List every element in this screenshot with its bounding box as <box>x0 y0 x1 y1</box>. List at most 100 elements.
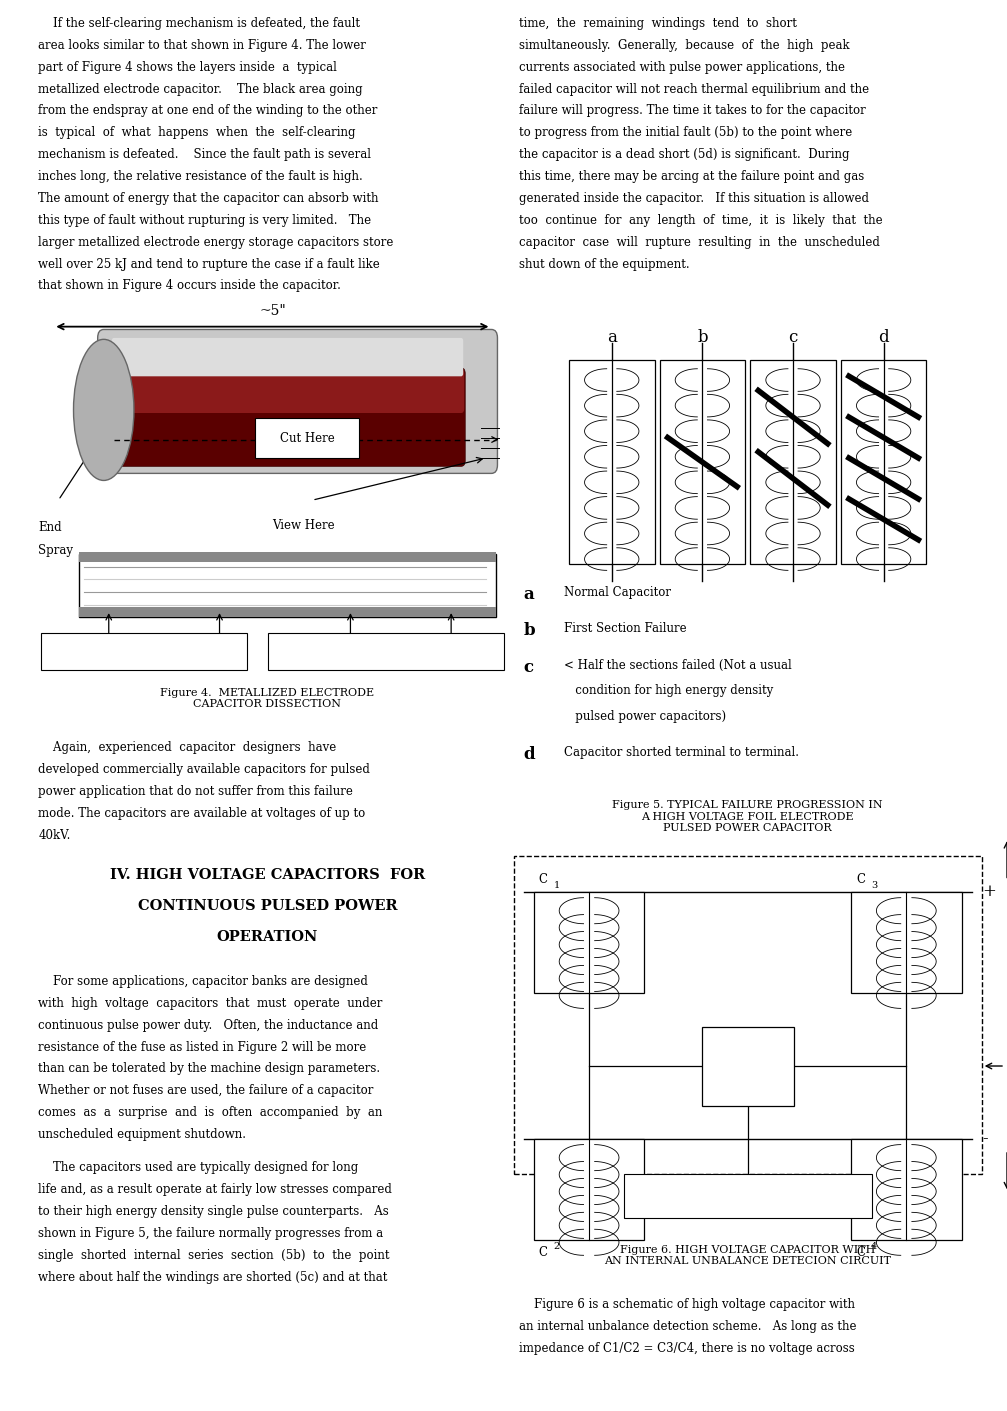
Text: C: C <box>856 1246 865 1259</box>
Text: CONTINUOUS PULSED POWER: CONTINUOUS PULSED POWER <box>138 899 397 913</box>
Text: this type of fault without rupturing is very limited.   The: this type of fault without rupturing is … <box>38 213 372 227</box>
Bar <box>79 607 496 617</box>
FancyBboxPatch shape <box>98 329 497 473</box>
Text: unscheduled equipment shutdown.: unscheduled equipment shutdown. <box>38 1127 247 1141</box>
Text: continuous pulse power duty.   Often, the inductance and: continuous pulse power duty. Often, the … <box>38 1019 379 1031</box>
Text: First Section Failure: First Section Failure <box>564 622 687 635</box>
Text: C: C <box>856 873 865 886</box>
Bar <box>750 360 836 564</box>
FancyBboxPatch shape <box>112 337 463 377</box>
Text: IV. HIGH VOLTAGE CAPACITORS  FOR: IV. HIGH VOLTAGE CAPACITORS FOR <box>110 868 425 882</box>
Text: area looks similar to that shown in Figure 4. The lower: area looks similar to that shown in Figu… <box>38 38 367 52</box>
Text: developed commercially available capacitors for pulsed: developed commercially available capacit… <box>38 763 371 776</box>
FancyBboxPatch shape <box>41 632 247 669</box>
Text: shut down of the equipment.: shut down of the equipment. <box>519 257 689 271</box>
Text: Figure 6 is a schematic of high voltage capacitor with: Figure 6 is a schematic of high voltage … <box>519 1298 855 1311</box>
Bar <box>534 892 644 993</box>
Text: failure will progress. The time it takes to for the capacitor: failure will progress. The time it takes… <box>519 104 865 117</box>
Bar <box>841 360 926 564</box>
Text: Figure 4.  METALLIZED ELECTRODE
CAPACITOR DISSECTION: Figure 4. METALLIZED ELECTRODE CAPACITOR… <box>160 687 375 710</box>
Text: life and, as a result operate at fairly low stresses compared: life and, as a result operate at fairly … <box>38 1182 392 1197</box>
Text: well over 25 kJ and tend to rupture the case if a fault like: well over 25 kJ and tend to rupture the … <box>38 257 380 271</box>
Text: where about half the windings are shorted (5c) and at that: where about half the windings are shorte… <box>38 1270 388 1284</box>
Text: End: End <box>38 521 61 535</box>
Text: Figure 6. HIGH VOLTAGE CAPACITOR WITH
AN INTERNAL UNBALANCE DETECION CIRCUIT: Figure 6. HIGH VOLTAGE CAPACITOR WITH AN… <box>604 1245 891 1266</box>
Text: part of Figure 4 shows the layers inside  a  typical: part of Figure 4 shows the layers inside… <box>38 61 337 73</box>
Text: time,  the  remaining  windings  tend  to  short: time, the remaining windings tend to sho… <box>519 17 797 30</box>
Text: 1: 1 <box>554 882 560 890</box>
Text: metallized electrode capacitor.    The black area going: metallized electrode capacitor. The blac… <box>38 82 363 96</box>
Text: with  high  voltage  capacitors  that  must  operate  under: with high voltage capacitors that must o… <box>38 996 383 1010</box>
Text: OPERATION: OPERATION <box>217 930 318 944</box>
Text: power application that do not suffer from this failure: power application that do not suffer fro… <box>38 785 353 799</box>
Text: b: b <box>697 329 708 346</box>
Text: For some applications, capacitor banks are designed: For some applications, capacitor banks a… <box>38 975 369 988</box>
Text: currents associated with pulse power applications, the: currents associated with pulse power app… <box>519 61 845 73</box>
Text: C: C <box>539 873 548 886</box>
Text: Again,  experienced  capacitor  designers  have: Again, experienced capacitor designers h… <box>38 741 336 755</box>
Text: -: - <box>982 1130 988 1147</box>
Text: single  shorted  internal  series  section  (5b)  to  the  point: single shorted internal series section (… <box>38 1249 390 1261</box>
Text: shown in Figure 5, the failure normally progresses from a: shown in Figure 5, the failure normally … <box>38 1226 384 1240</box>
Text: b: b <box>524 622 536 639</box>
Text: a: a <box>607 329 616 346</box>
Bar <box>534 1139 644 1240</box>
Text: an internal unbalance detection scheme.   As long as the: an internal unbalance detection scheme. … <box>519 1319 856 1333</box>
Text: C: C <box>539 1246 548 1259</box>
Text: to progress from the initial fault (5b) to the point where: to progress from the initial fault (5b) … <box>519 126 852 140</box>
Text: The capacitors used are typically designed for long: The capacitors used are typically design… <box>38 1161 358 1174</box>
Text: Normal Capacitor: Normal Capacitor <box>564 586 671 598</box>
Text: too  continue  for  any  length  of  time,  it  is  likely  that  the: too continue for any length of time, it … <box>519 213 882 227</box>
Text: mode. The capacitors are available at voltages of up to: mode. The capacitors are available at vo… <box>38 807 366 820</box>
FancyBboxPatch shape <box>255 418 359 457</box>
Bar <box>79 552 496 562</box>
FancyBboxPatch shape <box>268 632 504 669</box>
Bar <box>79 553 496 617</box>
Text: pulsed power capacitors): pulsed power capacitors) <box>564 710 726 722</box>
Text: +: + <box>982 883 996 900</box>
Text: Figure 5. TYPICAL FAILURE PROGRESSION IN
A HIGH VOLTAGE FOIL ELECTRODE
PULSED PO: Figure 5. TYPICAL FAILURE PROGRESSION IN… <box>612 800 883 834</box>
Bar <box>660 360 745 564</box>
Text: < Half the sections failed (Not a usual: < Half the sections failed (Not a usual <box>564 659 792 672</box>
Text: c: c <box>788 329 798 346</box>
Text: c: c <box>524 659 534 676</box>
Text: Whether or not fuses are used, the failure of a capacitor: Whether or not fuses are used, the failu… <box>38 1084 374 1098</box>
Ellipse shape <box>74 339 134 480</box>
Text: 2: 2 <box>554 1242 560 1250</box>
FancyBboxPatch shape <box>623 1174 871 1218</box>
Text: inches long, the relative resistance of the fault is high.: inches long, the relative resistance of … <box>38 169 363 183</box>
Bar <box>851 892 962 993</box>
Text: Electrode ~300Å: Electrode ~300Å <box>334 645 437 658</box>
Text: Unbalance Detection Output: Unbalance Detection Output <box>672 1191 824 1201</box>
Text: this time, there may be arcing at the failure point and gas: this time, there may be arcing at the fa… <box>519 169 864 183</box>
Text: Spray: Spray <box>38 543 74 557</box>
Text: generated inside the capacitor.   If this situation is allowed: generated inside the capacitor. If this … <box>519 192 869 205</box>
Text: Unbalance: Unbalance <box>725 1048 770 1057</box>
Text: Capacitor shorted terminal to terminal.: Capacitor shorted terminal to terminal. <box>564 746 799 759</box>
Text: 40kV.: 40kV. <box>38 828 70 842</box>
Text: ~5": ~5" <box>259 305 286 317</box>
Text: larger metallized electrode energy storage capacitors store: larger metallized electrode energy stora… <box>38 236 394 248</box>
Text: 3: 3 <box>871 882 877 890</box>
Text: Dielectric ~8μm: Dielectric ~8μm <box>95 645 193 658</box>
Text: The amount of energy that the capacitor can absorb with: The amount of energy that the capacitor … <box>38 192 379 205</box>
FancyBboxPatch shape <box>111 370 464 413</box>
Text: 4: 4 <box>871 1242 877 1250</box>
Text: failed capacitor will not reach thermal equilibrium and the: failed capacitor will not reach thermal … <box>519 82 869 96</box>
Text: condition for high energy density: condition for high energy density <box>564 684 773 697</box>
FancyBboxPatch shape <box>110 368 465 466</box>
Text: Threshold: Threshold <box>726 1062 769 1071</box>
Text: capacitor  case  will  rupture  resulting  in  the  unscheduled: capacitor case will rupture resulting in… <box>519 236 879 248</box>
FancyBboxPatch shape <box>702 1026 794 1105</box>
Text: a: a <box>524 586 535 602</box>
Text: View Here: View Here <box>272 518 334 532</box>
Text: is  typical  of  what  happens  when  the  self-clearing: is typical of what happens when the self… <box>38 126 355 140</box>
Text: Circuit: Circuit <box>733 1078 762 1086</box>
Text: impedance of C1/C2 = C3/C4, there is no voltage across: impedance of C1/C2 = C3/C4, there is no … <box>519 1342 854 1355</box>
Bar <box>569 360 655 564</box>
Bar <box>851 1139 962 1240</box>
Text: to their high energy density single pulse counterparts.   As: to their high energy density single puls… <box>38 1205 389 1218</box>
Text: resistance of the fuse as listed in Figure 2 will be more: resistance of the fuse as listed in Figu… <box>38 1040 367 1054</box>
Text: d: d <box>524 746 536 763</box>
Text: comes  as  a  surprise  and  is  often  accompanied  by  an: comes as a surprise and is often accompa… <box>38 1106 383 1119</box>
